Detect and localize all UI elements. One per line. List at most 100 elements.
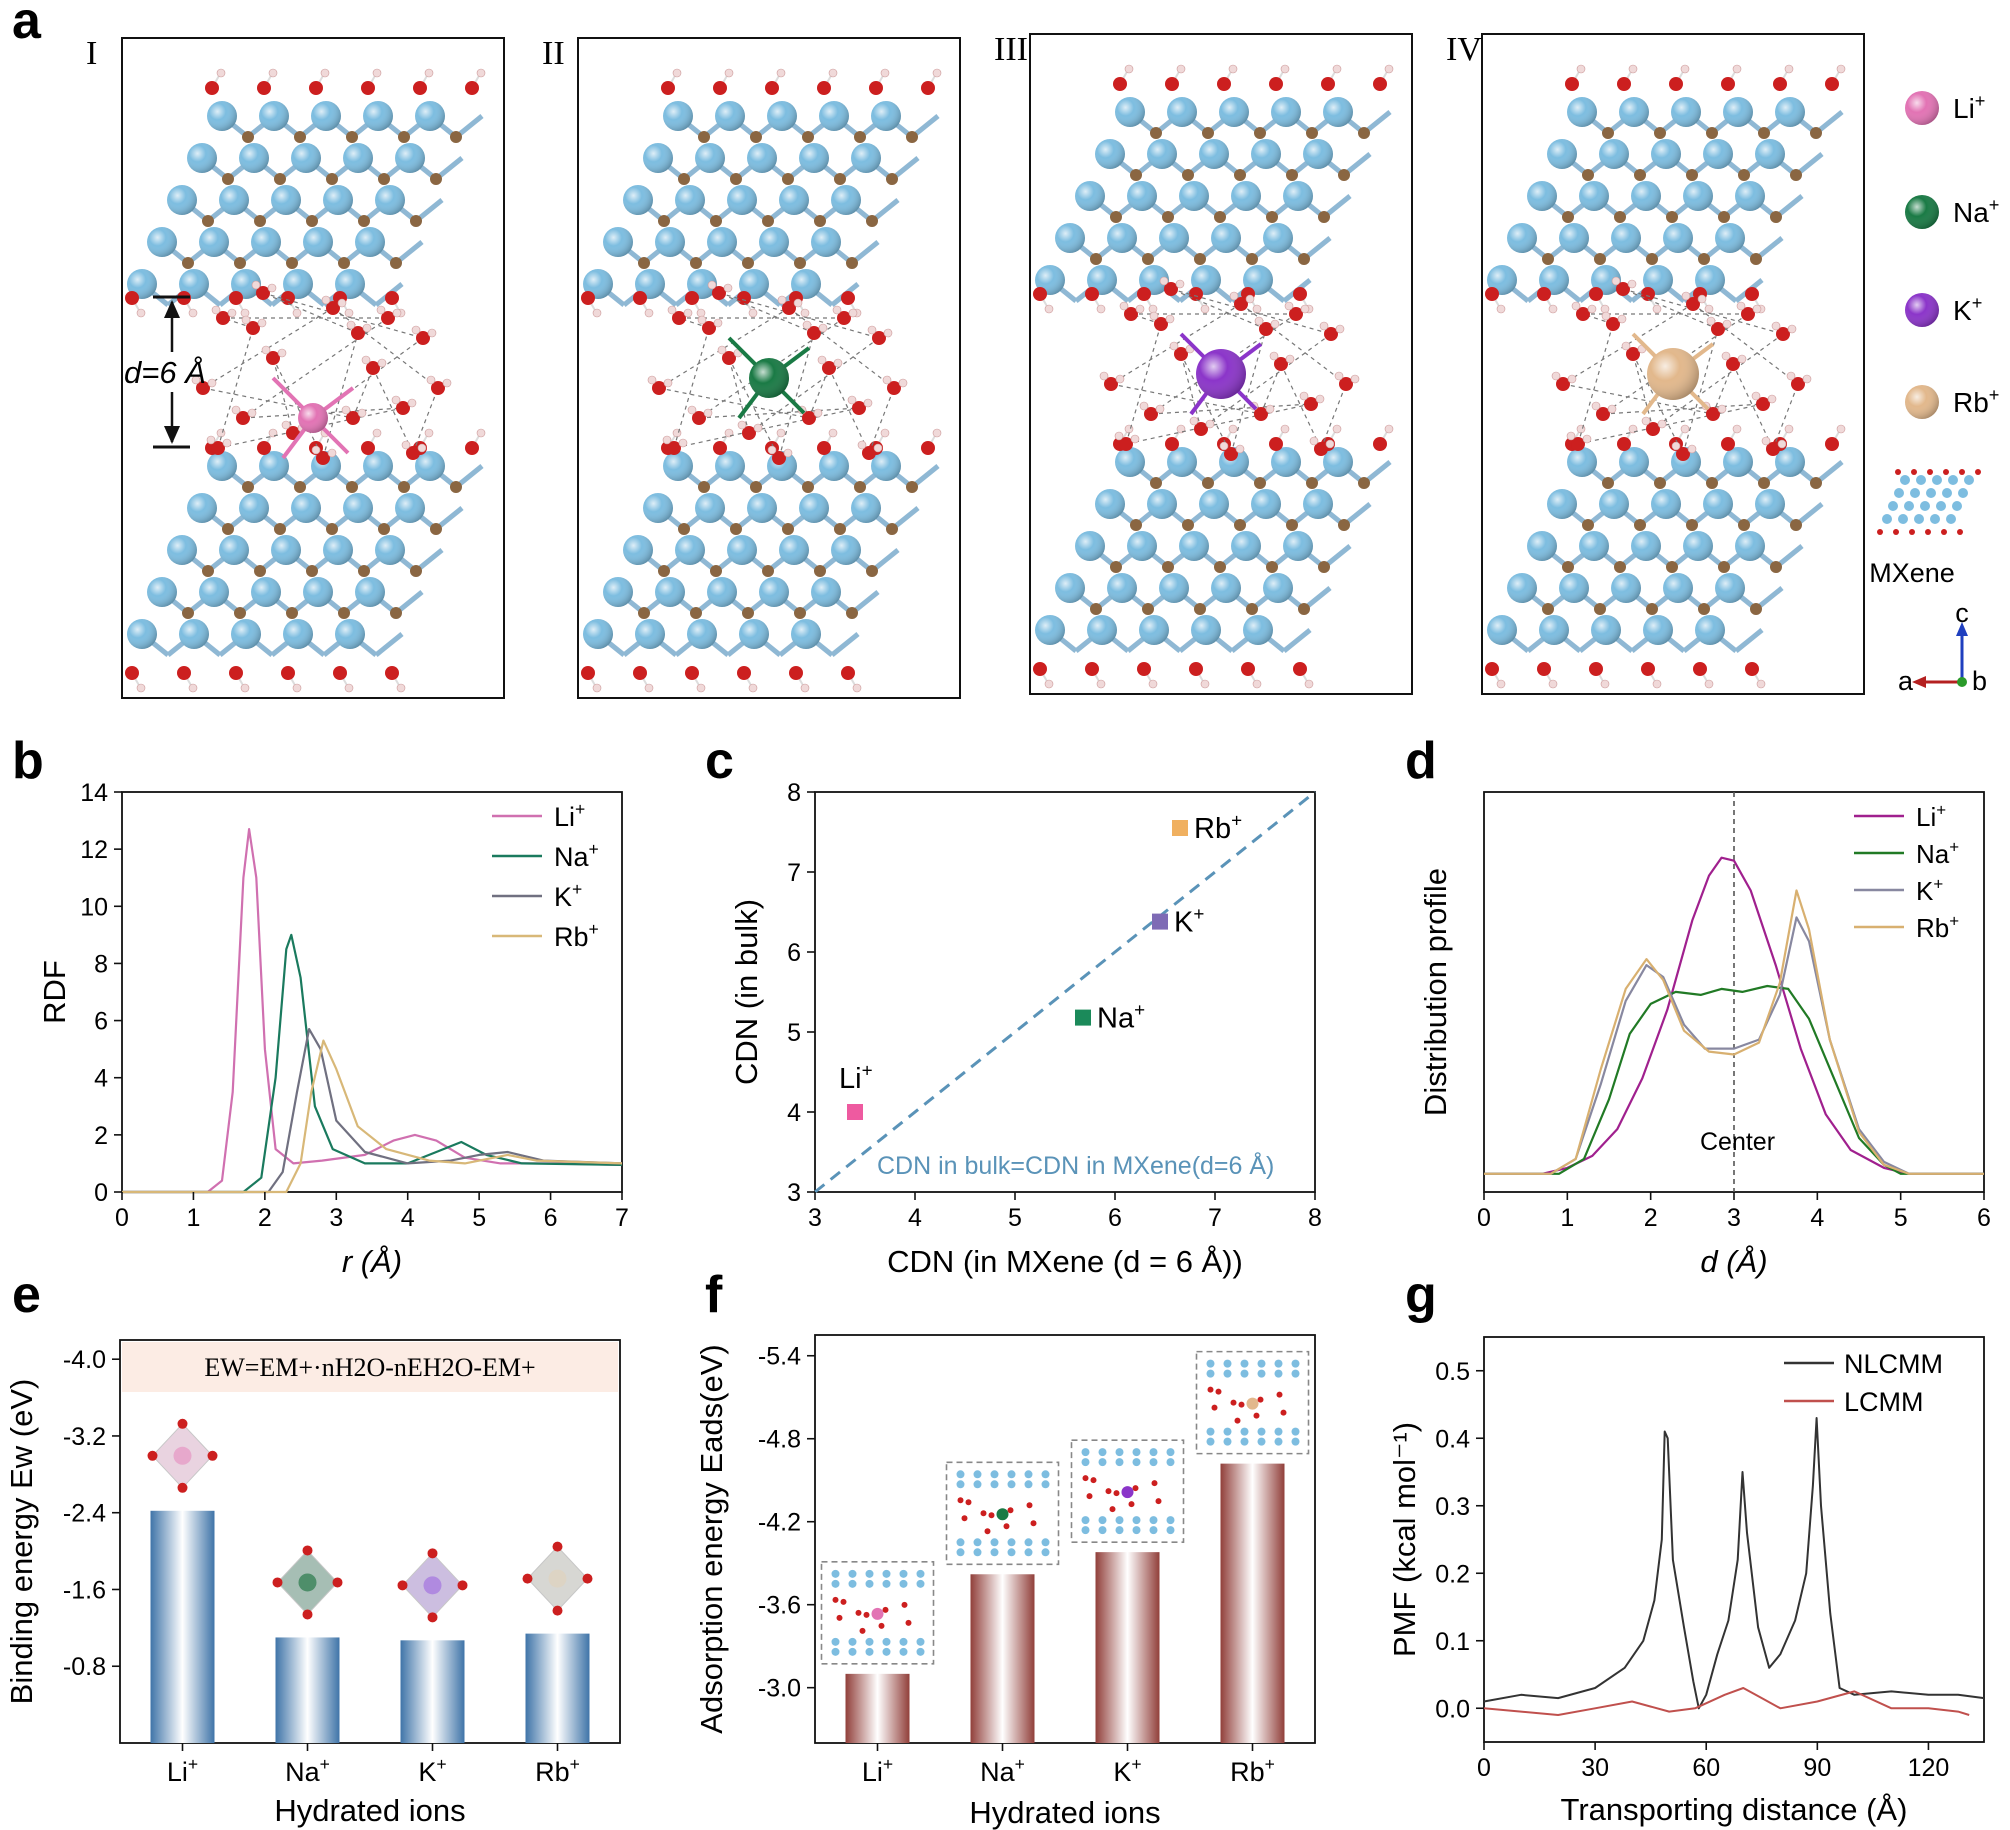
- water-h-atom: [1607, 404, 1617, 414]
- series-line-LCMM: [1483, 1687, 1970, 1716]
- water-o-atom: [862, 446, 876, 460]
- h-atom: [1784, 64, 1794, 74]
- o-atom: [1085, 662, 1099, 676]
- water-o-atom: [236, 411, 250, 425]
- ti-atom-shade: [395, 143, 425, 173]
- legend-label: Rb+: [554, 919, 599, 952]
- c-atom: [390, 607, 402, 619]
- chart-g-ytick-label: 0.1: [1435, 1628, 1470, 1656]
- cluster-water-o: [552, 1541, 563, 1552]
- o-atom: [685, 666, 699, 680]
- inset-mxene-atom: [1007, 1470, 1016, 1479]
- ti-atom-shade: [1683, 531, 1713, 561]
- c-atom: [1090, 253, 1102, 265]
- h-atom: [188, 308, 198, 318]
- water-o-atom: [782, 301, 796, 315]
- inset-mxene-atom: [865, 1579, 874, 1588]
- chart-g-ytick-label: 0.5: [1435, 1358, 1470, 1386]
- water-h-atom: [1617, 314, 1627, 324]
- h-atom: [696, 683, 706, 693]
- h-atom: [292, 308, 302, 318]
- inset-mxene-atom: [1098, 1526, 1107, 1535]
- chart-c-ytick-label: 6: [787, 939, 801, 967]
- h-atom: [396, 683, 406, 693]
- c-atom: [762, 215, 774, 227]
- water-h-atom: [1130, 434, 1140, 444]
- h-atom: [320, 68, 330, 78]
- ti-atom-shade: [1527, 181, 1557, 211]
- ti-atom-shade: [1139, 615, 1169, 645]
- c-atom: [1090, 603, 1102, 615]
- chart-b-xtick-label: 6: [544, 1204, 558, 1232]
- chart-c-ylabel: CDN (in bulk): [729, 899, 764, 1085]
- inset-mxene-atom: [1149, 1458, 1158, 1467]
- h-atom: [344, 308, 354, 318]
- o-atom: [361, 81, 375, 95]
- hydrogen-bond: [1772, 383, 1799, 450]
- water-o-atom: [1304, 397, 1318, 411]
- cluster-water-o: [177, 1418, 188, 1429]
- c-atom: [1750, 253, 1762, 265]
- legend-mxene-label: MXene: [1869, 558, 1955, 588]
- chart-b-xtick-label: 7: [615, 1204, 629, 1232]
- water-h-atom: [1114, 431, 1124, 441]
- hydrogen-bond: [1230, 328, 1267, 455]
- ti-atom-shade: [207, 451, 237, 481]
- c-atom: [1602, 477, 1614, 489]
- c-atom: [450, 131, 462, 143]
- inset-mxene-atom: [831, 1647, 840, 1656]
- inset-mxene-atom: [1149, 1526, 1158, 1535]
- o-atom: [765, 81, 779, 95]
- chart-d-xtick-label: 3: [1727, 1204, 1741, 1232]
- ion: [727, 336, 811, 420]
- ti-atom-shade: [727, 535, 757, 565]
- chart-b-ytick-label: 12: [80, 836, 108, 864]
- c-atom: [1214, 561, 1226, 573]
- hydrogen-bond: [673, 327, 710, 449]
- panel-e-label: e: [12, 1266, 41, 1324]
- hydrogen-bond: [658, 387, 810, 419]
- scatter-point-label: Rb+: [1194, 809, 1242, 845]
- ti-atom-shade: [1643, 615, 1673, 645]
- c-atom: [802, 481, 814, 493]
- chart-f-ytick-label: -4.2: [758, 1509, 801, 1537]
- o-atom: [281, 666, 295, 680]
- ti-atom-shade: [1559, 223, 1589, 253]
- ti-atom-shade: [1191, 615, 1221, 645]
- ti-atom-shade: [355, 577, 385, 607]
- inset-water-o: [1082, 1475, 1089, 1482]
- ti-atom-shade: [1271, 97, 1301, 127]
- inset-water-o: [1090, 1477, 1097, 1484]
- c-atom: [254, 215, 266, 227]
- ti-atom-shade: [831, 535, 861, 565]
- c-atom: [234, 257, 246, 269]
- c-atom: [1130, 169, 1142, 181]
- water-h-atom: [1099, 371, 1109, 381]
- water-h-atom: [261, 345, 271, 355]
- inset-water-o: [1003, 1523, 1010, 1530]
- inset-mxene-atom: [1291, 1359, 1300, 1368]
- ti-atom-shade: [1527, 531, 1557, 561]
- hydrogen-bond: [412, 387, 439, 454]
- water-h-atom: [346, 320, 356, 330]
- water-o-atom: [722, 351, 736, 365]
- c-atom: [866, 565, 878, 577]
- water-h-atom: [723, 283, 733, 293]
- water-h-atom: [1621, 341, 1631, 351]
- chart-b-ytick-label: 10: [80, 893, 108, 921]
- ti-atom-shade: [1271, 447, 1301, 477]
- cluster-water-o: [272, 1577, 283, 1588]
- water-o-atom: [366, 361, 380, 375]
- water-o-atom: [1234, 297, 1248, 311]
- chart-g-ytick-label: 0.0: [1435, 1695, 1470, 1723]
- water-h-atom: [1566, 431, 1576, 441]
- h-atom: [644, 308, 654, 318]
- h-atom: [1096, 304, 1106, 314]
- bar: [1095, 1552, 1160, 1743]
- water-h-atom: [873, 443, 883, 453]
- ti-atom-shade: [375, 535, 405, 565]
- chart-c-frame: [814, 791, 1316, 1193]
- ti-atom-shade: [695, 493, 725, 523]
- chart-e-ytick-label: -0.8: [63, 1653, 106, 1681]
